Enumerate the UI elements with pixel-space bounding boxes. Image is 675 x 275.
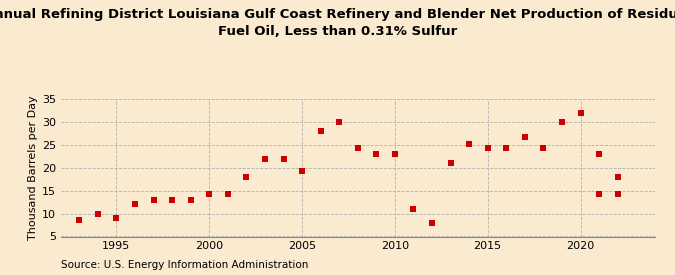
Point — [315, 129, 326, 133]
Point — [130, 202, 140, 207]
Point — [556, 120, 567, 124]
Point — [371, 152, 382, 156]
Point — [575, 111, 586, 115]
Point — [333, 120, 344, 124]
Point — [446, 161, 456, 165]
Point — [594, 192, 605, 197]
Point — [259, 156, 270, 161]
Point — [241, 175, 252, 179]
Point — [389, 152, 400, 156]
Point — [427, 221, 437, 225]
Point — [74, 217, 85, 222]
Point — [501, 146, 512, 151]
Point — [92, 212, 103, 216]
Point — [148, 198, 159, 202]
Point — [538, 146, 549, 151]
Point — [185, 198, 196, 202]
Point — [111, 216, 122, 220]
Text: Source: U.S. Energy Information Administration: Source: U.S. Energy Information Administ… — [61, 260, 308, 270]
Point — [222, 192, 234, 197]
Y-axis label: Thousand Barrels per Day: Thousand Barrels per Day — [28, 95, 38, 240]
Point — [167, 198, 178, 202]
Point — [464, 142, 475, 146]
Text: Annual Refining District Louisiana Gulf Coast Refinery and Blender Net Productio: Annual Refining District Louisiana Gulf … — [0, 8, 675, 38]
Point — [204, 192, 215, 197]
Point — [278, 156, 289, 161]
Point — [408, 207, 418, 211]
Point — [352, 146, 363, 151]
Point — [296, 169, 307, 174]
Point — [482, 146, 493, 151]
Point — [520, 134, 531, 139]
Point — [594, 152, 605, 156]
Point — [612, 192, 623, 197]
Point — [612, 175, 623, 179]
